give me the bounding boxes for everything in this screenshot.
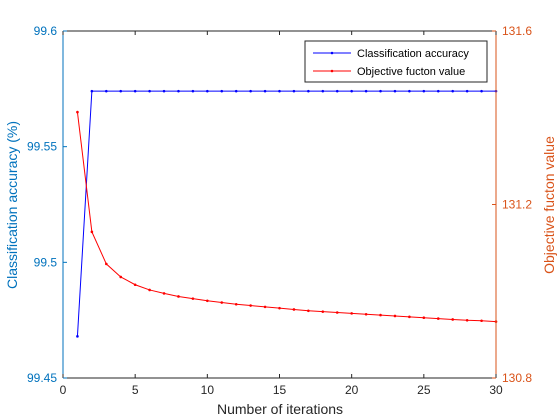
data-point-accuracy bbox=[335, 89, 339, 93]
data-point-objective bbox=[307, 309, 310, 313]
data-point-accuracy bbox=[191, 89, 195, 93]
data-point-objective bbox=[133, 283, 137, 287]
data-point-objective bbox=[234, 302, 238, 306]
data-point-objective bbox=[278, 306, 281, 310]
data-point-accuracy bbox=[234, 89, 238, 93]
data-point-objective bbox=[292, 308, 296, 311]
data-point-objective bbox=[321, 310, 325, 313]
y-axis-left-label: Classification accuracy (%) bbox=[4, 121, 20, 289]
data-point-accuracy bbox=[119, 89, 123, 93]
data-point-objective bbox=[480, 319, 483, 323]
x-tick-label: 15 bbox=[273, 383, 287, 397]
data-point-accuracy bbox=[436, 89, 440, 93]
data-point-accuracy bbox=[249, 89, 252, 93]
data-point-accuracy bbox=[480, 89, 483, 93]
y-right-tick-label: 131.6 bbox=[502, 24, 532, 38]
data-point-accuracy bbox=[451, 89, 455, 93]
data-point-objective bbox=[436, 317, 440, 320]
data-point-accuracy bbox=[177, 89, 180, 93]
data-point-objective bbox=[263, 305, 267, 309]
tick-labels: 0 5 10 15 20 25 30 99.45 99.5 99.55 99.6 130.8 131.2… bbox=[27, 24, 532, 397]
data-point-objective bbox=[408, 315, 411, 319]
x-tick-label: 0 bbox=[60, 383, 67, 397]
data-point-accuracy bbox=[321, 89, 325, 93]
data-point-objective bbox=[220, 301, 224, 304]
legend-label-objective: Objective fucton value bbox=[357, 66, 465, 78]
data-point-accuracy bbox=[162, 89, 166, 93]
x-tick-label: 30 bbox=[489, 383, 503, 397]
y-left-tick-label: 99.6 bbox=[34, 24, 58, 38]
x-tick-label: 10 bbox=[201, 383, 215, 397]
legend-box bbox=[304, 40, 488, 83]
data-point-accuracy bbox=[364, 89, 368, 93]
series-line-accuracy bbox=[76, 90, 496, 337]
data-point-accuracy bbox=[90, 89, 94, 93]
data-point-accuracy bbox=[422, 89, 426, 93]
data-point-objective bbox=[379, 313, 382, 317]
data-point-objective bbox=[393, 314, 397, 318]
x-axis-label: Number of iterations bbox=[217, 401, 343, 417]
legend-marker-objective bbox=[330, 69, 334, 73]
data-point-objective bbox=[148, 288, 151, 292]
data-point-objective bbox=[90, 230, 94, 234]
data-point-accuracy bbox=[465, 89, 469, 93]
plot-area bbox=[63, 31, 496, 378]
data-point-objective bbox=[465, 319, 469, 322]
data-point-objective bbox=[350, 312, 353, 315]
data-point-accuracy bbox=[105, 89, 108, 93]
x-tick-label: 5 bbox=[132, 383, 139, 397]
data-point-accuracy bbox=[393, 89, 397, 93]
chart-marks bbox=[76, 89, 498, 338]
data-point-accuracy bbox=[206, 89, 209, 93]
data-point-objective bbox=[177, 295, 180, 298]
data-point-objective bbox=[76, 110, 79, 114]
data-point-accuracy bbox=[148, 89, 151, 93]
data-point-accuracy bbox=[76, 335, 79, 338]
data-point-accuracy bbox=[307, 89, 310, 93]
data-point-objective bbox=[364, 312, 368, 316]
y-right-tick-label: 130.8 bbox=[502, 371, 532, 385]
y-left-tick-label: 99.55 bbox=[27, 140, 57, 154]
legend: Classification accuracy Objective fucton … bbox=[304, 40, 488, 83]
y-axis-right-label: Objective fucton value bbox=[541, 136, 557, 274]
data-point-accuracy bbox=[220, 89, 224, 93]
y-right-tick-label: 131.2 bbox=[502, 198, 532, 212]
data-point-accuracy bbox=[350, 89, 353, 93]
data-point-objective bbox=[451, 318, 455, 321]
y-left-tick-label: 99.45 bbox=[27, 371, 57, 385]
x-tick-label: 20 bbox=[345, 383, 359, 397]
data-point-objective bbox=[206, 299, 209, 303]
data-point-objective bbox=[335, 311, 339, 314]
data-point-objective bbox=[422, 316, 426, 320]
data-point-accuracy bbox=[133, 89, 137, 93]
legend-marker-accuracy bbox=[330, 51, 334, 55]
data-point-objective bbox=[249, 304, 252, 307]
legend-label-accuracy: Classification accuracy bbox=[357, 48, 469, 60]
data-point-objective bbox=[162, 292, 166, 295]
data-point-accuracy bbox=[379, 89, 382, 93]
data-point-accuracy bbox=[278, 89, 281, 93]
y-left-tick-label: 99.5 bbox=[34, 255, 58, 269]
data-point-objective bbox=[105, 262, 108, 266]
x-tick-label: 25 bbox=[417, 383, 431, 397]
data-point-accuracy bbox=[408, 89, 411, 93]
data-point-accuracy bbox=[263, 89, 267, 93]
series-line-objective bbox=[76, 112, 497, 323]
data-point-objective bbox=[119, 275, 123, 279]
data-point-accuracy bbox=[292, 89, 296, 93]
axes bbox=[62, 30, 497, 379]
data-point-objective bbox=[191, 297, 195, 300]
